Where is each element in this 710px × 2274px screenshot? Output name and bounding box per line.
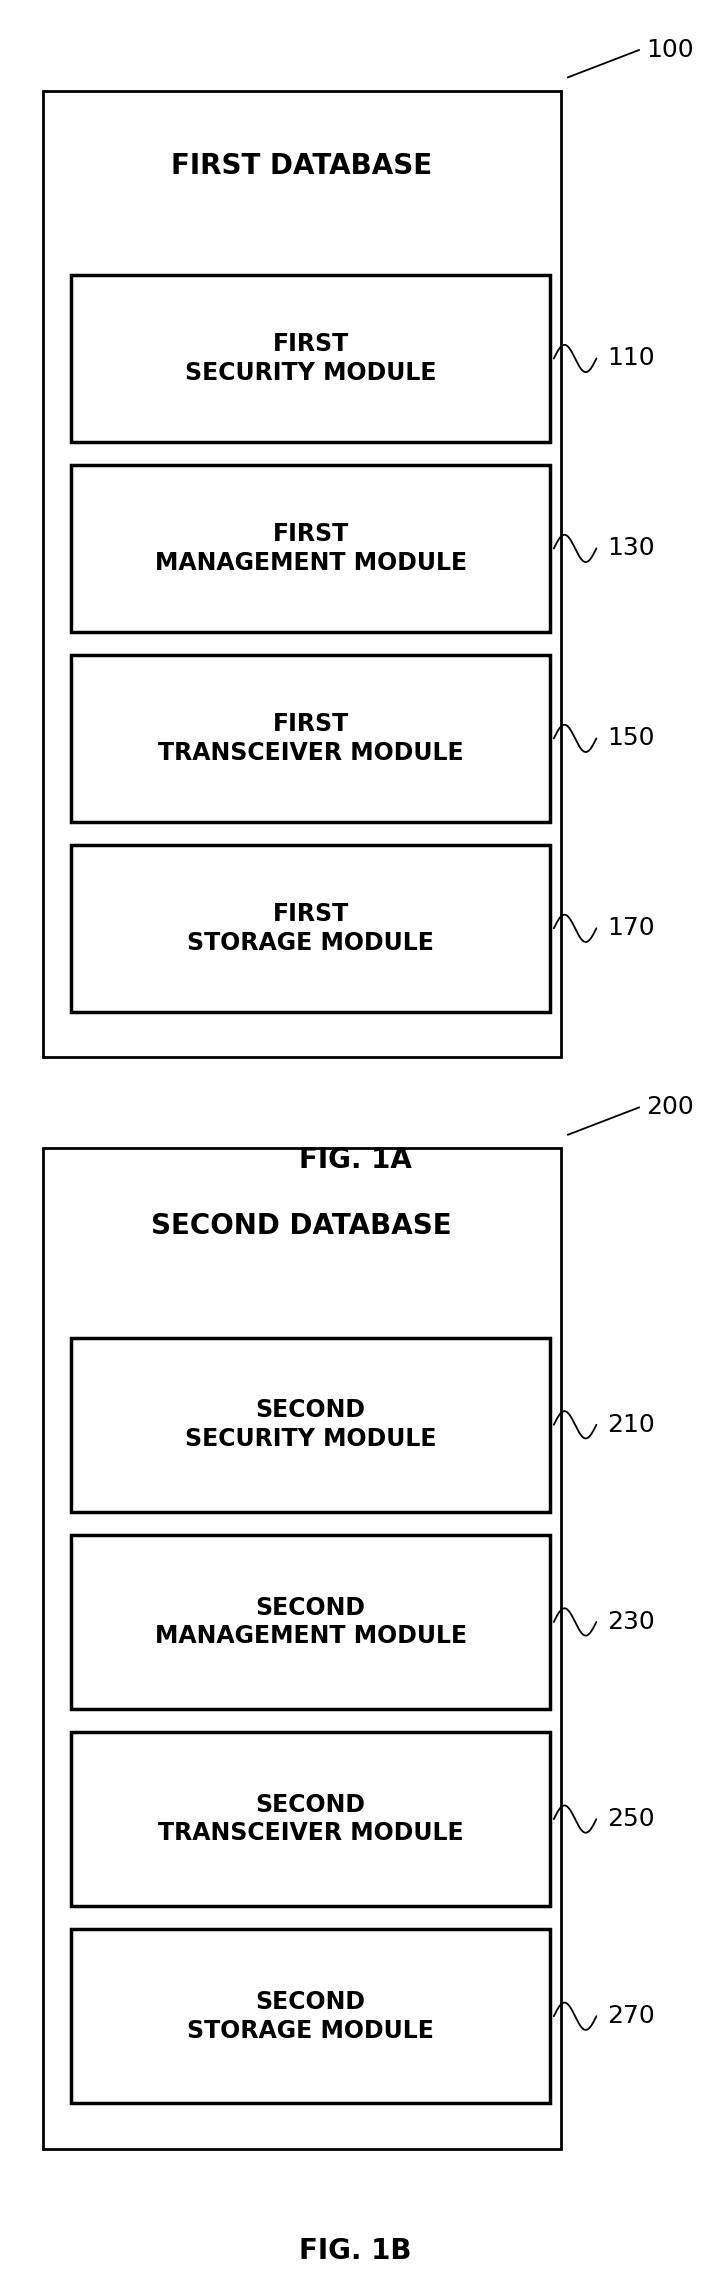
Bar <box>71 1928 550 2103</box>
Text: 170: 170 <box>607 916 655 941</box>
Text: SECOND
STORAGE MODULE: SECOND STORAGE MODULE <box>187 1990 434 2042</box>
Text: 230: 230 <box>607 1610 655 1635</box>
Text: 100: 100 <box>646 39 694 61</box>
Bar <box>43 1148 561 2149</box>
Text: 200: 200 <box>646 1096 694 1119</box>
Text: 150: 150 <box>607 725 655 750</box>
Text: FIRST
TRANSCEIVER MODULE: FIRST TRANSCEIVER MODULE <box>158 712 464 764</box>
Bar <box>71 1535 550 1710</box>
Text: FIRST
STORAGE MODULE: FIRST STORAGE MODULE <box>187 903 434 955</box>
Text: FIRST DATABASE: FIRST DATABASE <box>171 152 432 180</box>
Text: SECOND
SECURITY MODULE: SECOND SECURITY MODULE <box>185 1399 437 1451</box>
Bar <box>71 1337 550 1512</box>
Text: 210: 210 <box>607 1412 655 1437</box>
Bar <box>43 91 561 1057</box>
Text: SECOND
TRANSCEIVER MODULE: SECOND TRANSCEIVER MODULE <box>158 1792 464 1846</box>
Text: FIG. 1B: FIG. 1B <box>299 2238 411 2265</box>
Bar <box>71 275 550 441</box>
Bar <box>71 1733 550 1906</box>
Bar <box>71 655 550 821</box>
Text: 270: 270 <box>607 2003 655 2028</box>
Text: 110: 110 <box>607 346 655 371</box>
Text: 250: 250 <box>607 1808 655 1831</box>
Text: 130: 130 <box>607 537 655 559</box>
Text: FIRST
MANAGEMENT MODULE: FIRST MANAGEMENT MODULE <box>155 523 466 575</box>
Text: SECOND DATABASE: SECOND DATABASE <box>151 1212 452 1239</box>
Text: FIRST
SECURITY MODULE: FIRST SECURITY MODULE <box>185 332 437 384</box>
Text: FIG. 1A: FIG. 1A <box>299 1146 411 1173</box>
Bar <box>71 844 550 1012</box>
Bar <box>71 464 550 632</box>
Text: SECOND
MANAGEMENT MODULE: SECOND MANAGEMENT MODULE <box>155 1596 466 1649</box>
